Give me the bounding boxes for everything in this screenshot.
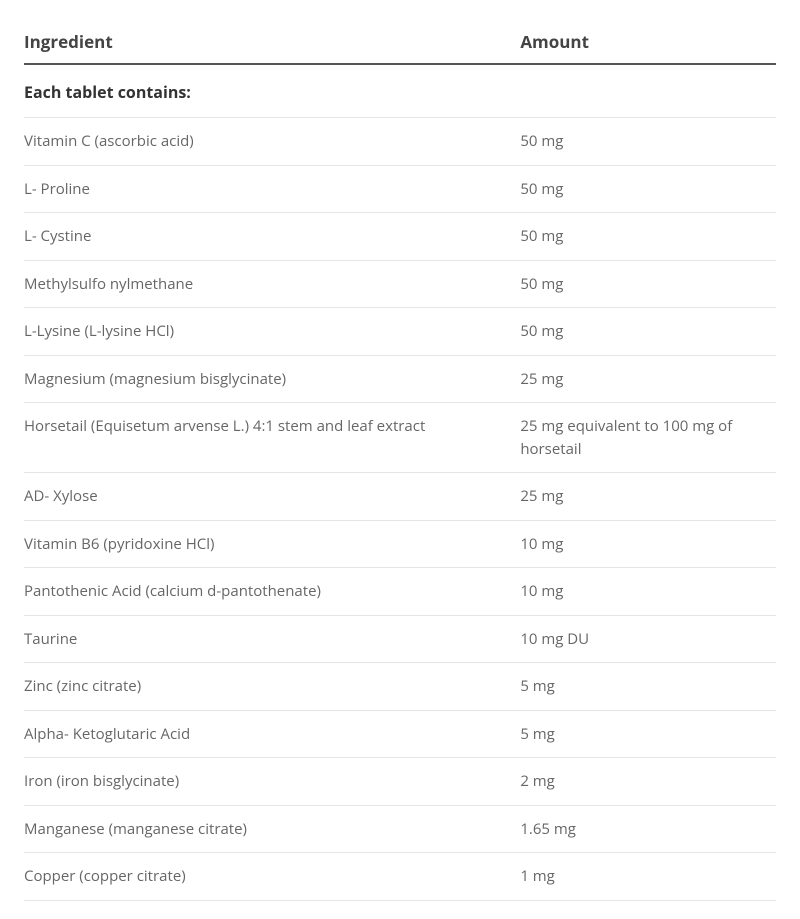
ingredient-cell: Taurine	[24, 615, 520, 663]
amount-cell: 50 mg	[520, 118, 776, 166]
amount-cell: 25 mg	[520, 355, 776, 403]
ingredient-cell: Pantothenic Acid (calcium d-pantothenate…	[24, 568, 520, 616]
amount-cell: 2 mg	[520, 758, 776, 806]
table-row: Taurine10 mg DU	[24, 615, 776, 663]
ingredient-cell: Magnesium (magnesium bisglycinate)	[24, 355, 520, 403]
ingredient-cell: Copper (copper citrate)	[24, 853, 520, 901]
ingredients-table: Ingredient Amount Each tablet contains: …	[24, 18, 776, 901]
table-row: Zinc (zinc citrate)5 mg	[24, 663, 776, 711]
amount-cell: 10 mg	[520, 568, 776, 616]
ingredient-cell: L- Proline	[24, 165, 520, 213]
ingredient-cell: Vitamin C (ascorbic acid)	[24, 118, 520, 166]
amount-cell: 50 mg	[520, 165, 776, 213]
table-row: Iron (iron bisglycinate)2 mg	[24, 758, 776, 806]
ingredient-cell: Zinc (zinc citrate)	[24, 663, 520, 711]
ingredient-cell: L- Cystine	[24, 213, 520, 261]
amount-cell: 1 mg	[520, 853, 776, 901]
table-row: Pantothenic Acid (calcium d-pantothenate…	[24, 568, 776, 616]
ingredient-cell: Vitamin B6 (pyridoxine HCl)	[24, 520, 520, 568]
amount-cell: 10 mg	[520, 520, 776, 568]
ingredient-cell: Alpha- Ketoglutaric Acid	[24, 710, 520, 758]
amount-cell: 25 mg equivalent to 100 mg of horsetail	[520, 403, 776, 473]
amount-cell: 50 mg	[520, 260, 776, 308]
table-row: Horsetail (Equisetum arvense L.) 4:1 ste…	[24, 403, 776, 473]
table-row: Magnesium (magnesium bisglycinate)25 mg	[24, 355, 776, 403]
table-row: AD- Xylose25 mg	[24, 473, 776, 521]
col-header-amount: Amount	[520, 18, 776, 64]
ingredient-cell: Methylsulfo nylmethane	[24, 260, 520, 308]
amount-cell: 50 mg	[520, 308, 776, 356]
table-row: Vitamin C (ascorbic acid)50 mg	[24, 118, 776, 166]
ingredient-cell: Iron (iron bisglycinate)	[24, 758, 520, 806]
amount-cell: 50 mg	[520, 213, 776, 261]
table-row: L-Lysine (L-lysine HCl)50 mg	[24, 308, 776, 356]
table-body: Each tablet contains: Vitamin C (ascorbi…	[24, 64, 776, 900]
ingredient-cell: Manganese (manganese citrate)	[24, 805, 520, 853]
col-header-ingredient: Ingredient	[24, 18, 520, 64]
table-row: Alpha- Ketoglutaric Acid5 mg	[24, 710, 776, 758]
amount-cell: 1.65 mg	[520, 805, 776, 853]
table-row: Manganese (manganese citrate)1.65 mg	[24, 805, 776, 853]
table-row: Vitamin B6 (pyridoxine HCl)10 mg	[24, 520, 776, 568]
table-row: Methylsulfo nylmethane50 mg	[24, 260, 776, 308]
table-row: Copper (copper citrate)1 mg	[24, 853, 776, 901]
amount-cell: 10 mg DU	[520, 615, 776, 663]
table-row: L- Cystine50 mg	[24, 213, 776, 261]
section-header-row: Each tablet contains:	[24, 64, 776, 118]
table-header: Ingredient Amount	[24, 18, 776, 64]
amount-cell: 25 mg	[520, 473, 776, 521]
ingredient-cell: AD- Xylose	[24, 473, 520, 521]
ingredient-cell: Horsetail (Equisetum arvense L.) 4:1 ste…	[24, 403, 520, 473]
ingredient-cell: L-Lysine (L-lysine HCl)	[24, 308, 520, 356]
amount-cell: 5 mg	[520, 710, 776, 758]
table-row: L- Proline50 mg	[24, 165, 776, 213]
section-header: Each tablet contains:	[24, 64, 776, 118]
amount-cell: 5 mg	[520, 663, 776, 711]
